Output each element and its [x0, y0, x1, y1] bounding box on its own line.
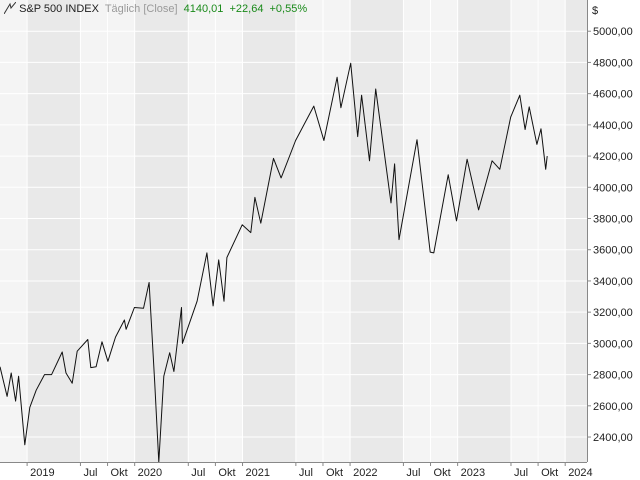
x-tick-label: 2019: [30, 467, 54, 479]
y-tick-label: 4200,00: [593, 151, 633, 163]
change-value: +22,64: [229, 3, 264, 15]
x-tick-label: Jul: [514, 467, 528, 479]
x-tick-label: Okt: [434, 467, 451, 479]
price-line: [0, 62, 548, 463]
x-tick-label: Okt: [326, 467, 343, 479]
y-tick-label: 3200,00: [593, 307, 633, 319]
y-tick-label: 4800,00: [593, 57, 633, 69]
y-tick-label: 4400,00: [593, 120, 633, 132]
grid-lines: [0, 0, 587, 462]
x-tick-label: 2022: [353, 467, 377, 479]
x-tick-label: Jul: [406, 467, 420, 479]
y-tick-label: 4000,00: [593, 182, 633, 194]
x-tick-label: Jul: [299, 467, 313, 479]
period-bands: [27, 0, 587, 462]
last-value: 4140,01: [183, 3, 224, 15]
y-axis-ticks: 2400,00 2600,00 2800,00 3000,00 3200,00 3400,…: [587, 26, 633, 444]
y-tick-label: 2600,00: [593, 401, 633, 413]
x-tick-label: Okt: [218, 467, 235, 479]
instrument-name: S&P 500 INDEX: [19, 3, 99, 15]
x-tick-label: 2020: [138, 467, 162, 479]
x-tick-label: 2023: [461, 467, 485, 479]
period-label: Täglich [Close]: [104, 3, 178, 15]
y-tick-label: 5000,00: [593, 26, 633, 38]
period-band: [134, 0, 189, 462]
line-chart-icon: [4, 2, 16, 14]
x-tick-label: Jul: [191, 467, 205, 479]
period-band: [565, 0, 587, 462]
y-tick-label: 3600,00: [593, 245, 633, 257]
y-tick-label: 3000,00: [593, 338, 633, 350]
axes: [0, 0, 588, 463]
x-tick-label: 2024: [568, 467, 592, 479]
x-tick-label: Jul: [83, 467, 97, 479]
y-tick-label: 2800,00: [593, 370, 633, 382]
y-axis-unit: $: [592, 5, 598, 17]
y-tick-label: 3400,00: [593, 276, 633, 288]
change-percent: +0,55%: [269, 3, 308, 15]
x-tick-label: Okt: [541, 467, 558, 479]
period-band: [350, 0, 404, 462]
y-tick-label: 3800,00: [593, 214, 633, 226]
chart-legend: S&P 500 INDEX Täglich [Close] 4140,01 +2…: [4, 2, 310, 15]
y-tick-label: 2400,00: [593, 432, 633, 444]
period-band: [457, 0, 511, 462]
x-axis-ticks: 2019 Jul Okt 2020 Jul Okt 2021 Jul Okt 2022 Jul Okt…: [26, 462, 593, 479]
x-tick-label: Okt: [111, 467, 128, 479]
y-tick-label: 4600,00: [593, 89, 633, 101]
x-tick-label: 2021: [246, 467, 270, 479]
period-band: [27, 0, 81, 462]
